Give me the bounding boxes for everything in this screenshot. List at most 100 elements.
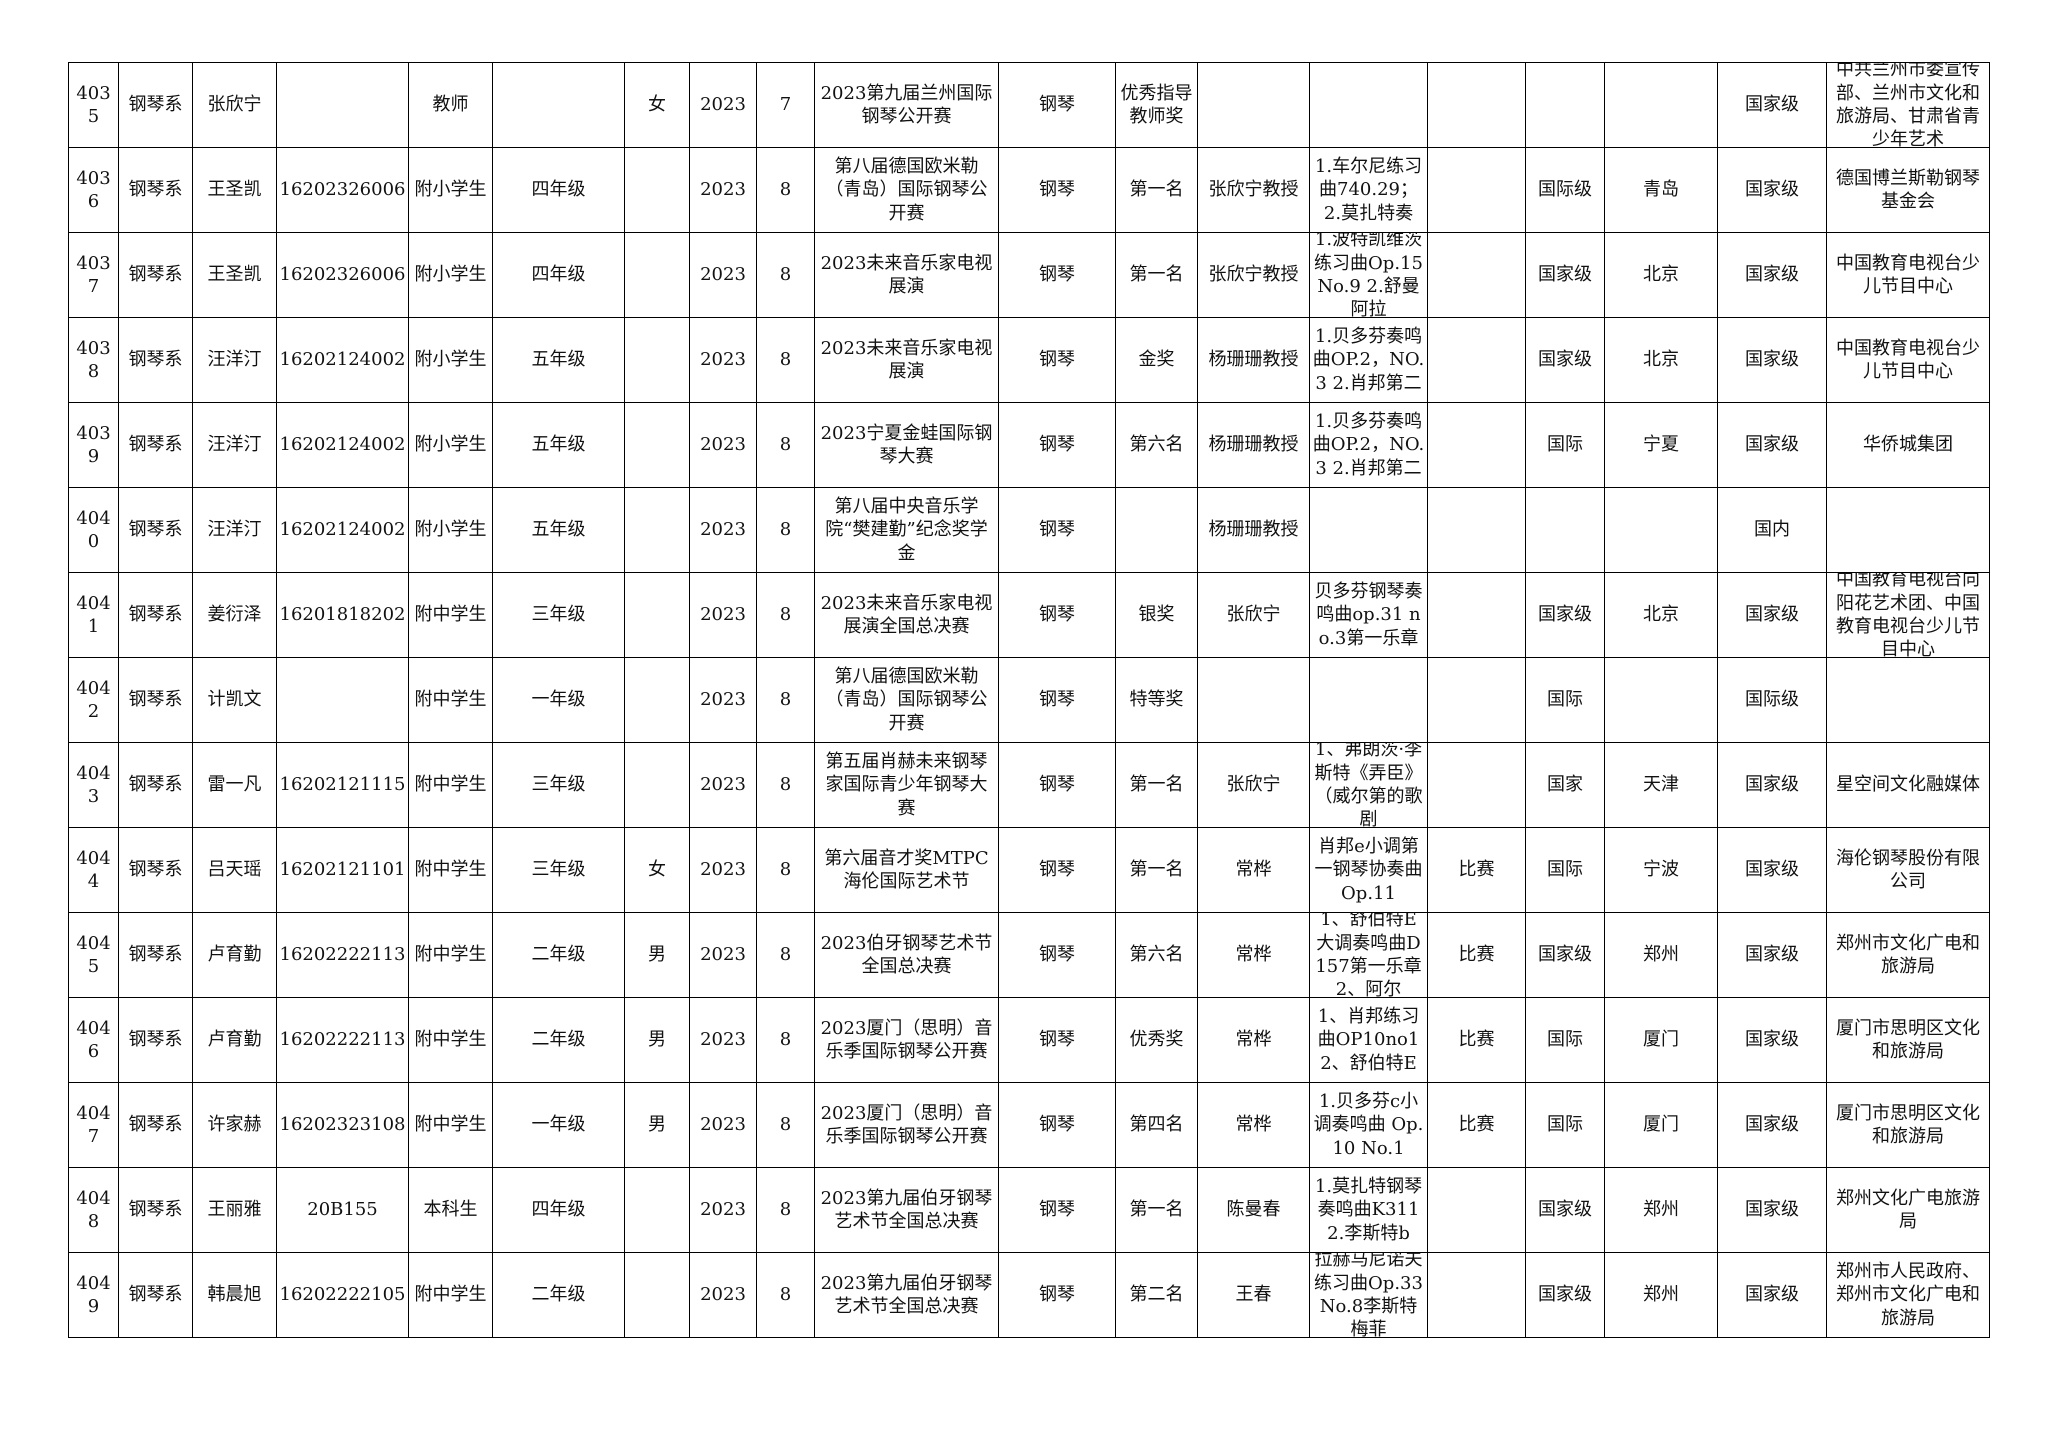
cell-text: 1、舒伯特E大调奏鸣曲D157第一乐章2、阿尔 <box>1315 913 1422 997</box>
cell-text: 钢琴 <box>1039 519 1075 541</box>
cell-text: 钢琴 <box>1039 859 1075 881</box>
cell-text: 国际 <box>1547 689 1583 711</box>
table-cell: 2023未来音乐家电视展演 <box>814 232 999 318</box>
table-cell: 钢琴系 <box>118 742 193 828</box>
cell-text: 三年级 <box>531 604 586 626</box>
table-cell: 华侨城集团 <box>1826 402 1990 488</box>
cell-text: 第六名 <box>1129 944 1184 966</box>
cell-text: 国家级 <box>1538 1284 1592 1306</box>
cell-text: 第一名 <box>1129 774 1184 796</box>
table-cell: 国家级 <box>1717 1167 1827 1253</box>
cell-text: 2023 <box>700 1284 746 1306</box>
table-cell: 国际 <box>1525 657 1605 743</box>
cell-text <box>1428 63 1525 147</box>
table-cell: 郑州 <box>1604 1167 1718 1253</box>
table-cell: 钢琴 <box>998 402 1116 488</box>
cell-text: 钢琴系 <box>128 1114 183 1136</box>
table-cell: 钢琴系 <box>118 232 193 318</box>
cell-text: 钢琴系 <box>128 774 183 796</box>
table-cell <box>1427 62 1526 148</box>
cell-text: 2023未来音乐家电视展演 <box>820 252 993 297</box>
cell-text: 国家级 <box>1538 264 1592 286</box>
table-cell: 1.贝多芬奏鸣曲OP.2，NO.3 2.肖邦第二 <box>1309 402 1428 488</box>
cell-text: 国家级 <box>1745 1114 1799 1136</box>
table-cell: 王丽雅 <box>192 1167 277 1253</box>
cell-text: 北京 <box>1643 604 1679 626</box>
cell-text: 钢琴 <box>1039 689 1075 711</box>
table-cell: 优秀奖 <box>1115 997 1198 1083</box>
table-cell <box>624 487 690 573</box>
table-cell: 国家级 <box>1525 572 1605 658</box>
cell-text: 2023第九届伯牙钢琴艺术节全国总决赛 <box>820 1272 993 1317</box>
table-cell: 钢琴 <box>998 1167 1116 1253</box>
cell-text: 钢琴系 <box>128 604 183 626</box>
table-cell: 16202222113 <box>276 912 409 998</box>
table-cell: 附中学生 <box>408 572 493 658</box>
table-cell: 青岛 <box>1604 147 1718 233</box>
cell-text: 附中学生 <box>414 944 487 966</box>
table-cell: 16202124002 <box>276 487 409 573</box>
table-cell: 4035 <box>68 62 119 148</box>
cell-text <box>1310 658 1427 742</box>
table-cell: 2023 <box>689 1082 757 1168</box>
table-cell: 男 <box>624 912 690 998</box>
cell-text: 卢育勤 <box>207 944 262 966</box>
cell-text <box>1428 488 1525 572</box>
cell-text: 国家级 <box>1538 604 1592 626</box>
cell-text: 4040 <box>76 507 111 552</box>
cell-text: 五年级 <box>531 349 586 371</box>
table-cell: 国家级 <box>1717 232 1827 318</box>
cell-text: 16202326006 <box>279 264 406 286</box>
table-cell: 郑州市人民政府、郑州市文化广电和旅游局 <box>1826 1252 1990 1338</box>
table-cell: 郑州 <box>1604 1252 1718 1338</box>
table-cell: 特等奖 <box>1115 657 1198 743</box>
table-row: 4040 钢琴系 汪洋汀 16202124002 附小学生 五年级 2023 8 第八届中央音乐… <box>68 487 1990 573</box>
table-cell: 王圣凯 <box>192 147 277 233</box>
table-cell: 第四名 <box>1115 1082 1198 1168</box>
cell-text: 8 <box>779 689 792 711</box>
cell-text: 国家级 <box>1745 179 1799 201</box>
table-cell <box>1427 147 1526 233</box>
cell-text: 2023宁夏金蛙国际钢琴大赛 <box>820 422 993 467</box>
cell-text: 第四名 <box>1129 1114 1184 1136</box>
cell-text: 国家 <box>1547 774 1583 796</box>
table-cell <box>1197 62 1310 148</box>
cell-text: 附小学生 <box>414 264 487 286</box>
table-cell: 2023 <box>689 402 757 488</box>
cell-text: 宁波 <box>1643 859 1679 881</box>
cell-text: 星空间文化融媒体 <box>1836 774 1980 796</box>
cell-text: 附中学生 <box>414 859 487 881</box>
table-cell <box>624 657 690 743</box>
table-cell: 比赛 <box>1427 827 1526 913</box>
cell-text: 4039 <box>76 422 111 467</box>
table-cell: 钢琴系 <box>118 827 193 913</box>
cell-text <box>1198 63 1309 147</box>
cell-text: 国际级 <box>1538 179 1592 201</box>
cell-text: 国家级 <box>1745 774 1799 796</box>
cell-text: 四年级 <box>531 179 586 201</box>
cell-text <box>1526 63 1604 147</box>
cell-text: 杨珊珊教授 <box>1208 519 1299 541</box>
cell-text <box>625 658 689 742</box>
cell-text: 郑州 <box>1643 1284 1679 1306</box>
table-cell: 国家级 <box>1717 1252 1827 1338</box>
table-cell: 1.贝多芬c小调奏鸣曲 Op.10 No.1 <box>1309 1082 1428 1168</box>
table-cell: 2023 <box>689 147 757 233</box>
table-cell: 杨珊珊教授 <box>1197 402 1310 488</box>
cell-text <box>625 1168 689 1252</box>
cell-text: 2023 <box>700 519 746 541</box>
cell-text: 附中学生 <box>414 1114 487 1136</box>
cell-text: 国家级 <box>1538 944 1592 966</box>
table-cell <box>624 402 690 488</box>
table-cell: 钢琴系 <box>118 147 193 233</box>
table-cell: 2023厦门（思明）音乐季国际钢琴公开赛 <box>814 997 999 1083</box>
cell-text: 钢琴 <box>1039 349 1075 371</box>
table-cell: 厦门市思明区文化和旅游局 <box>1826 1082 1990 1168</box>
table-cell: 附小学生 <box>408 147 493 233</box>
cell-text: 韩晨旭 <box>207 1284 262 1306</box>
cell-text: 附小学生 <box>414 519 487 541</box>
table-cell: 2023 <box>689 232 757 318</box>
table-cell <box>1525 487 1605 573</box>
table-cell <box>624 742 690 828</box>
table-cell: 钢琴 <box>998 827 1116 913</box>
